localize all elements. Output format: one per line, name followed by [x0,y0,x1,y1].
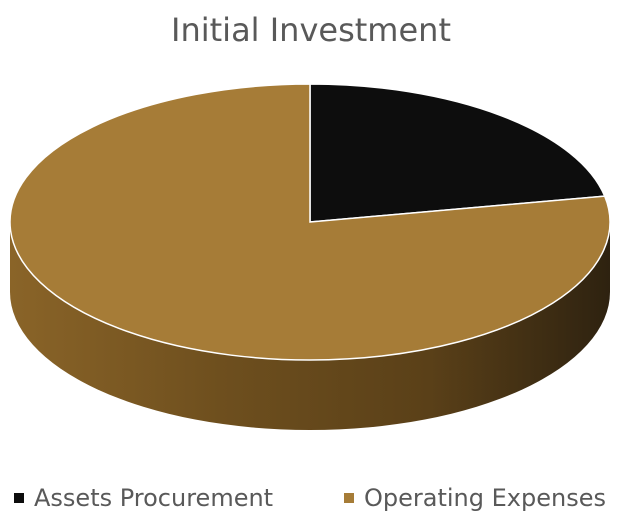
pie-slice [309,83,606,223]
legend-swatch [344,493,354,503]
legend-label: Operating Expenses [364,484,606,512]
chart-title: Initial Investment [171,11,451,49]
legend-swatch [14,493,24,503]
legend-label: Assets Procurement [34,484,273,512]
pie-slice [9,83,611,361]
